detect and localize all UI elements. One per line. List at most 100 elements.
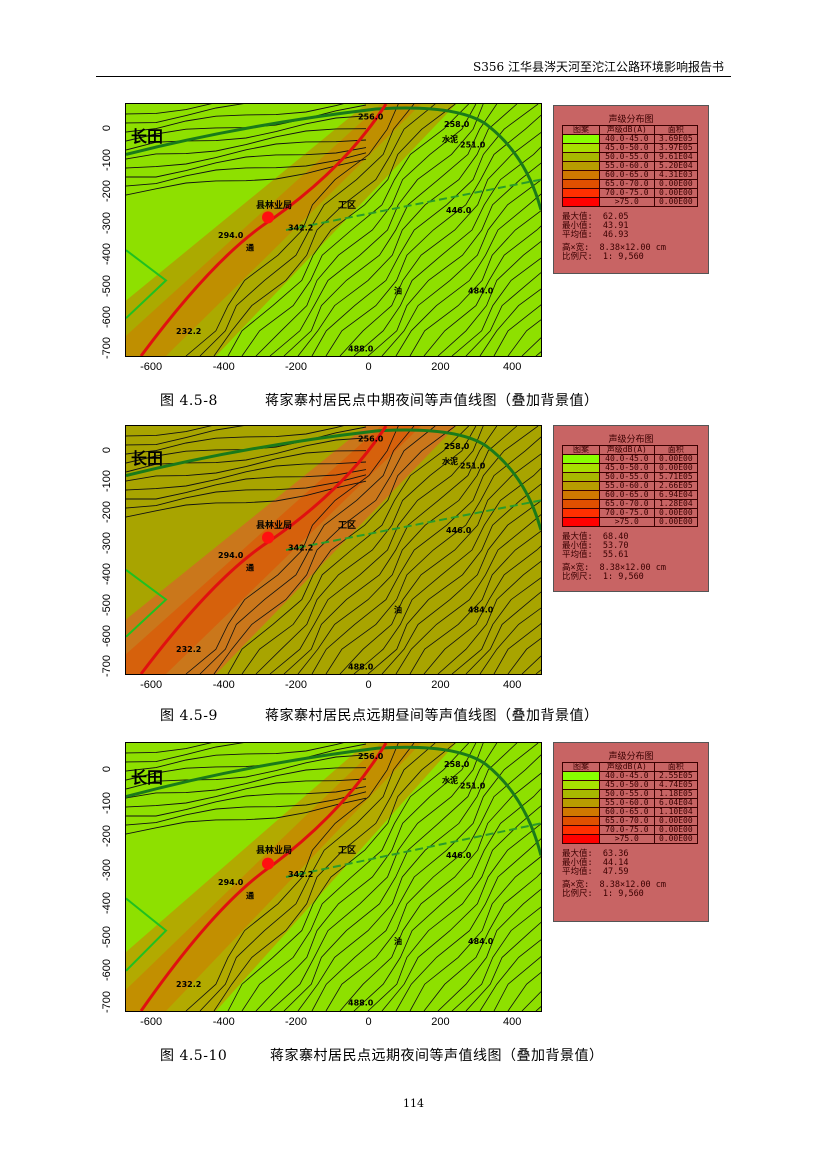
contour-line xyxy=(493,304,541,356)
building-outline xyxy=(126,139,367,169)
stat-row-avg: 平均值: 47.59 xyxy=(562,868,708,877)
legend-column-header: 图案 xyxy=(562,445,600,455)
contour-line xyxy=(283,104,498,356)
building-outline xyxy=(126,104,212,115)
noise-contour-map: 长田 256.0 258.0 水泥 251.0 县林业局 工区 342.2 446.0 294.0… xyxy=(125,742,542,1012)
noise-band-inner xyxy=(126,743,421,1011)
contour-line xyxy=(241,104,469,356)
building-outline xyxy=(126,104,244,124)
map-label: 油 xyxy=(394,936,402,946)
contour-line xyxy=(367,805,541,1011)
legend-area: 0.00E00 xyxy=(653,197,699,207)
building-outline xyxy=(126,767,367,799)
map-label: 294.0 xyxy=(218,551,244,560)
map-label: 294.0 xyxy=(218,231,244,240)
contour-line xyxy=(185,426,399,674)
y-tick-label: -400 xyxy=(101,892,113,915)
contour-line xyxy=(479,939,541,1011)
legend-swatch xyxy=(562,197,600,207)
receptor-point xyxy=(262,211,274,224)
legend-statistics: 最大值: 68.40 最小值: 53.70 平均值: 55.61 高×宽: 8.38×… xyxy=(562,533,708,582)
legend-swatch xyxy=(562,771,600,781)
stat-row-scale: 比例尺: 1: 9,560 xyxy=(562,890,708,899)
contour-line xyxy=(325,436,541,674)
contour-line xyxy=(241,426,469,674)
contour-line xyxy=(353,467,541,674)
y-tick-label: -200 xyxy=(101,825,113,848)
building-outline xyxy=(126,791,367,826)
legend-column-header: 图案 xyxy=(562,762,600,772)
contour-line xyxy=(493,623,541,674)
y-tick-label: -300 xyxy=(101,532,113,555)
noise-contour-map: 长田 256.0 258.0 水泥 251.0 县林业局 工区 342.2 446.0 294.0… xyxy=(125,425,542,675)
receptor-point xyxy=(262,531,274,544)
legend-swatch xyxy=(562,179,600,189)
stat-label: 高×宽: xyxy=(562,243,600,253)
stat-row-avg: 平均值: 55.61 xyxy=(562,551,708,560)
map-label: 488.0 xyxy=(348,663,374,672)
stat-row-min: 最小值: 43.91 xyxy=(562,222,708,231)
y-tick-label: -700 xyxy=(101,991,113,1014)
map-label: 251.0 xyxy=(460,462,486,471)
stat-label: 最小值: xyxy=(562,858,603,868)
contour-line xyxy=(311,743,539,1011)
building-outline xyxy=(126,469,367,500)
building-outline xyxy=(126,128,367,160)
stat-label: 最大值: xyxy=(562,212,603,222)
map-label: 488.0 xyxy=(348,344,374,353)
village-road xyxy=(126,249,168,319)
building-outline xyxy=(126,743,244,763)
y-tick-label: 0 xyxy=(101,446,113,454)
contour-line xyxy=(465,921,541,1011)
contour-line xyxy=(199,104,415,356)
building-outline xyxy=(126,461,367,491)
legend-title: 声级分布图 xyxy=(608,435,654,445)
contour-line xyxy=(395,193,541,356)
map-label: 232.2 xyxy=(176,980,201,989)
river xyxy=(126,106,541,211)
legend-row: >75.0 0.00E00 xyxy=(562,517,699,527)
stat-row-scale: 比例尺: 1: 9,560 xyxy=(562,573,708,582)
building-outline xyxy=(126,480,367,518)
legend-title: 声级分布图 xyxy=(608,752,654,762)
contour-line xyxy=(381,179,541,356)
map-label: 488.0 xyxy=(348,999,374,1008)
legend-swatch xyxy=(562,454,600,464)
building-outline xyxy=(126,115,367,151)
y-tick-label: -600 xyxy=(101,625,113,648)
legend-swatch xyxy=(562,490,600,500)
stat-value: 63.36 xyxy=(602,849,629,859)
noise-contour-map: 长田 256.0 258.0 水泥 251.0 县林业局 工区 342.2 446.0 294.0… xyxy=(125,103,542,357)
contour-line xyxy=(283,743,498,1011)
contour-line xyxy=(227,743,456,1011)
stat-row-min: 最小值: 53.70 xyxy=(562,542,708,551)
river xyxy=(126,428,541,531)
contour-line xyxy=(451,257,541,356)
legend-level: >75.0 xyxy=(599,197,655,207)
map-label: 县林业局 xyxy=(256,519,292,531)
stat-label: 高×宽: xyxy=(562,880,600,890)
contour-line xyxy=(255,743,477,1011)
stat-label: 最小值: xyxy=(562,221,603,231)
x-tick-label: -600 xyxy=(140,361,163,373)
contour-line xyxy=(465,591,541,674)
legend-row: >75.0 0.00E00 xyxy=(562,834,699,844)
map-label: 油 xyxy=(394,285,402,295)
map-label: 通 xyxy=(246,890,254,900)
map-label: 251.0 xyxy=(460,782,486,791)
noise-band-inner xyxy=(126,426,421,674)
map-label: 446.0 xyxy=(446,851,472,860)
map-label: 通 xyxy=(246,243,254,253)
stat-value: 47.59 xyxy=(602,867,629,877)
map-label: 水泥 xyxy=(441,134,458,144)
legend-swatch xyxy=(562,807,600,817)
stat-value: 43.91 xyxy=(602,221,629,231)
y-tick-label: -400 xyxy=(101,243,113,266)
y-tick-label: -100 xyxy=(101,470,113,493)
contour-line xyxy=(255,426,477,674)
stat-row-size: 高×宽: 8.38×12.00 cm xyxy=(562,881,708,890)
legend-area: 0.00E00 xyxy=(653,517,699,527)
contour-line xyxy=(451,906,541,1011)
stat-row-max: 最大值: 68.40 xyxy=(562,533,708,542)
legend-swatch xyxy=(562,816,600,826)
